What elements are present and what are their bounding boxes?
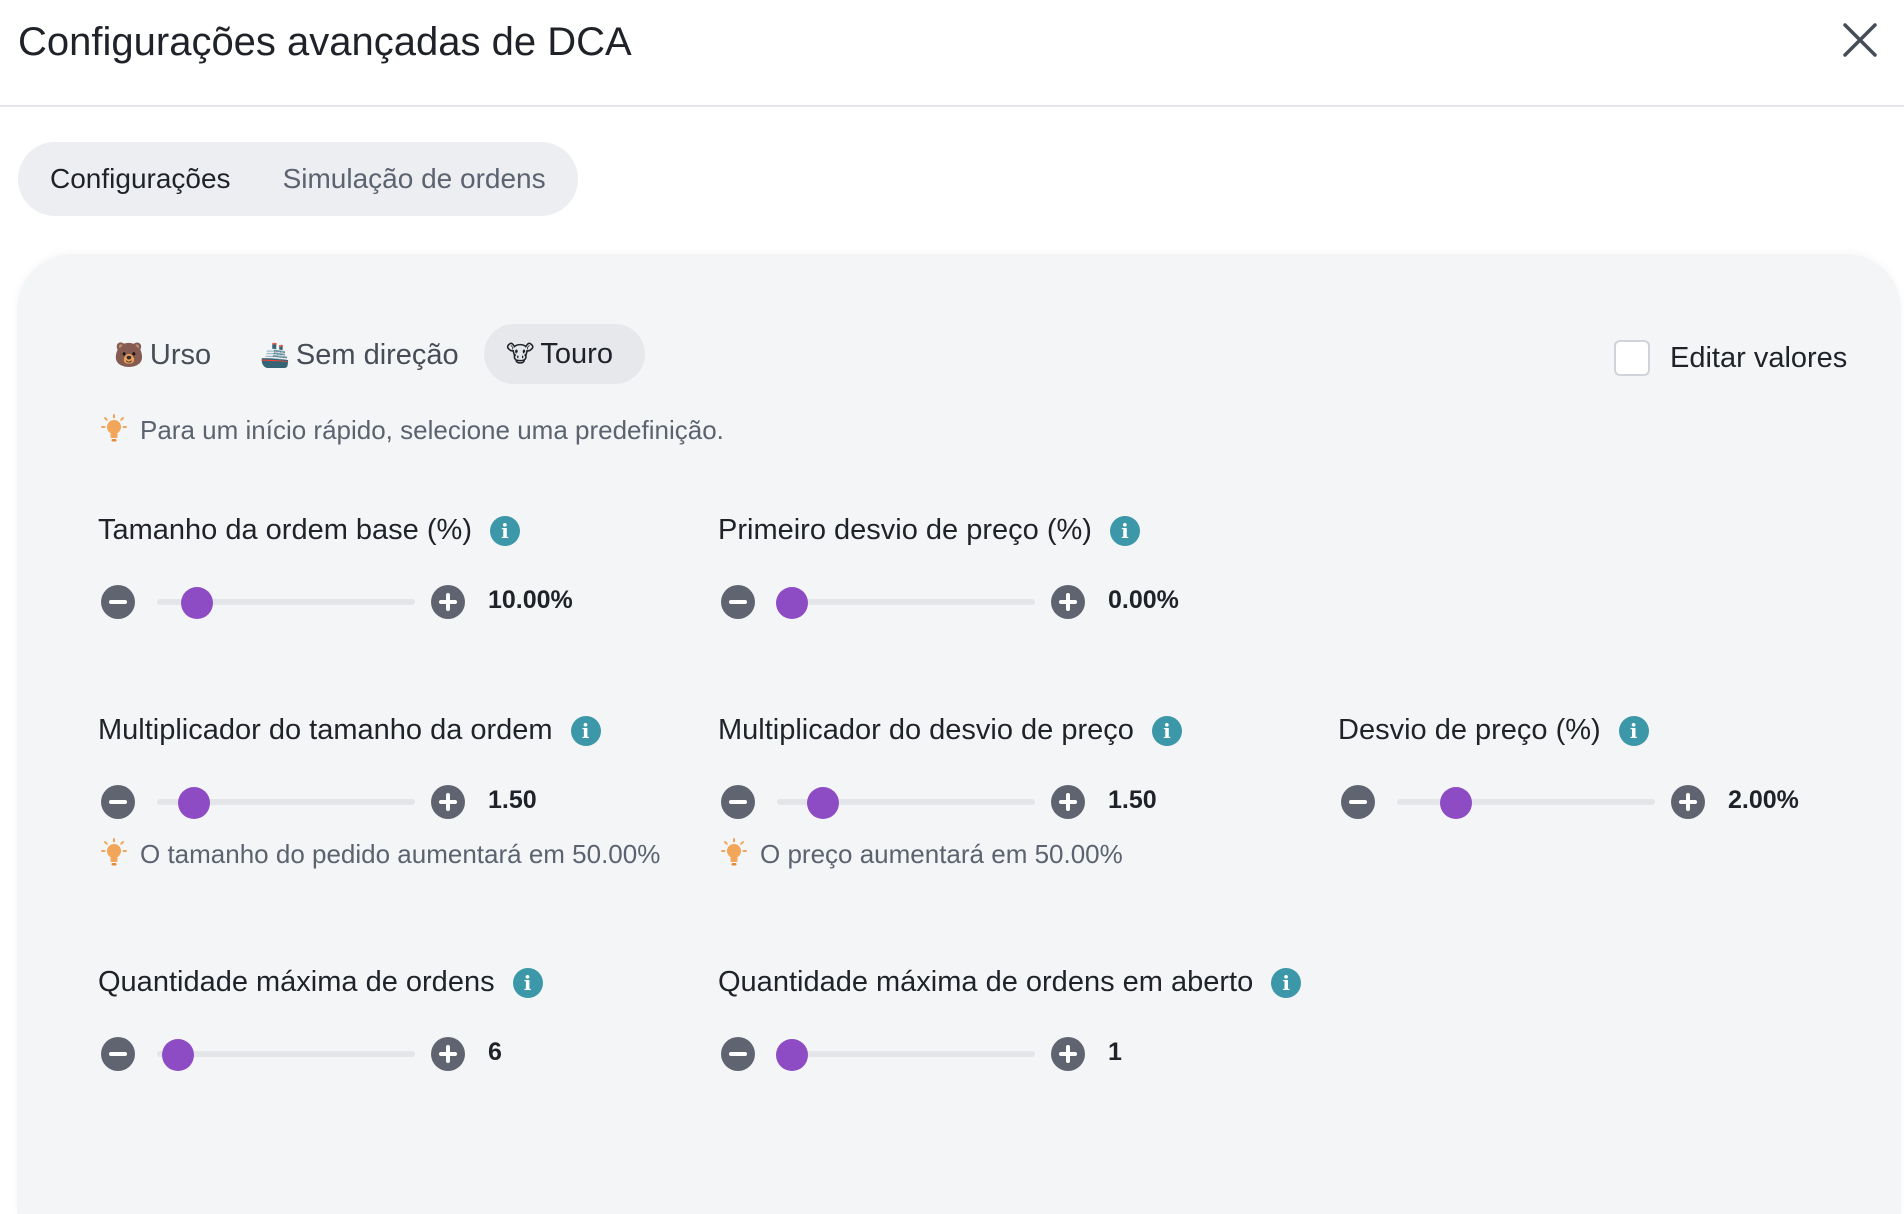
hint-text: O preço aumentará em 50.00% (760, 838, 1123, 869)
field-label-base-order-size: Tamanho da ordem base (%) i (98, 514, 520, 547)
hint-text: O tamanho do pedido aumentará em 50.00% (140, 838, 661, 869)
increment-button[interactable] (431, 585, 465, 619)
bear-icon: 🐻 (114, 341, 144, 369)
slider-max-orders: 6 (101, 1034, 581, 1074)
modal-title: Configurações avançadas de DCA (18, 20, 632, 64)
slider-track[interactable] (777, 787, 1035, 819)
preset-sem-direcao[interactable]: 🚢 Sem direção (260, 325, 459, 385)
info-icon[interactable]: i (1151, 715, 1182, 746)
info-icon[interactable]: i (512, 967, 543, 998)
label-text: Multiplicador do desvio de preço (718, 714, 1134, 746)
slider-thumb[interactable] (161, 1039, 194, 1071)
slider-value: 0.00% (1108, 586, 1179, 614)
cow-icon: 🐮 (506, 340, 535, 368)
slider-thumb[interactable] (776, 587, 809, 619)
slider-track[interactable] (157, 1039, 415, 1071)
slider-track[interactable] (776, 1039, 1035, 1071)
tab-configuracoes[interactable]: Configurações (50, 163, 231, 194)
quick-start-hint: Para um início rápido, selecione uma pre… (98, 414, 724, 446)
tab-bar: Configurações Simulação de ordens (18, 142, 578, 216)
increment-button[interactable] (1051, 1037, 1085, 1071)
label-text: Multiplicador do tamanho da ordem (98, 714, 553, 746)
slider-value: 6 (488, 1038, 502, 1066)
decrement-button[interactable] (101, 785, 135, 819)
order-size-hint: O tamanho do pedido aumentará em 50.00% (98, 838, 660, 870)
slider-first-price-deviation: 0.00% (721, 582, 1201, 622)
decrement-button[interactable] (1341, 785, 1375, 819)
info-icon[interactable]: i (1271, 967, 1302, 998)
slider-value: 1 (1108, 1038, 1122, 1066)
field-label-order-size-multiplier: Multiplicador do tamanho da ordem i (98, 714, 601, 747)
edit-values-label: Editar valores (1670, 341, 1848, 374)
edit-values-toggle[interactable]: Editar valores (1614, 340, 1847, 376)
info-icon[interactable]: i (570, 715, 601, 746)
info-icon[interactable]: i (1109, 515, 1140, 546)
decrement-button[interactable] (721, 785, 755, 819)
tab-simulacao-de-ordens[interactable]: Simulação de ordens (282, 163, 546, 194)
info-icon[interactable]: i (1618, 715, 1649, 746)
field-label-price-deviation: Desvio de preço (%) i (1338, 714, 1649, 747)
lightbulb-icon (101, 414, 127, 442)
field-label-first-price-deviation: Primeiro desvio de preço (%) i (718, 514, 1140, 547)
label-text: Primeiro desvio de preço (%) (718, 514, 1092, 546)
slider-value: 1.50 (488, 786, 537, 814)
close-icon (1843, 23, 1877, 57)
slider-track[interactable] (157, 787, 415, 819)
label-text: Quantidade máxima de ordens em aberto (718, 966, 1254, 998)
slider-value: 2.00% (1728, 786, 1799, 814)
decrement-button[interactable] (101, 585, 135, 619)
lightbulb-icon (721, 838, 747, 866)
slider-track[interactable] (776, 587, 1035, 619)
modal-header: Configurações avançadas de DCA (0, 0, 1904, 107)
field-label-max-open-orders: Quantidade máxima de ordens em aberto i (718, 966, 1302, 999)
slider-track[interactable] (157, 587, 415, 619)
slider-base-order-size: 10.00% (101, 582, 581, 622)
decrement-button[interactable] (101, 1037, 135, 1071)
price-hint: O preço aumentará em 50.00% (718, 838, 1123, 870)
increment-button[interactable] (431, 785, 465, 819)
slider-thumb[interactable] (807, 787, 840, 819)
slider-price-deviation: 2.00% (1341, 782, 1821, 822)
preset-label: Touro (540, 337, 613, 370)
label-text: Desvio de preço (%) (1338, 714, 1601, 746)
decrement-button[interactable] (721, 1037, 755, 1071)
ship-icon: 🚢 (260, 341, 290, 369)
close-button[interactable] (1836, 16, 1884, 64)
preset-label: Urso (149, 338, 212, 371)
slider-track[interactable] (1397, 787, 1655, 819)
label-text: Tamanho da ordem base (%) (98, 514, 472, 546)
slider-thumb[interactable] (178, 787, 211, 819)
slider-order-size-multiplier: 1.50 (101, 782, 581, 822)
info-icon[interactable]: i (489, 515, 520, 546)
slider-price-deviation-multiplier: 1.50 (721, 782, 1201, 822)
increment-button[interactable] (1671, 785, 1705, 819)
increment-button[interactable] (1051, 585, 1085, 619)
slider-max-open-orders: 1 (721, 1034, 1201, 1074)
slider-value: 10.00% (488, 586, 573, 614)
field-label-price-deviation-multiplier: Multiplicador do desvio de preço i (718, 714, 1182, 747)
field-label-max-orders: Quantidade máxima de ordens i (98, 966, 543, 999)
lightbulb-icon (101, 838, 127, 866)
edit-values-checkbox[interactable] (1614, 340, 1650, 376)
increment-button[interactable] (431, 1037, 465, 1071)
slider-thumb[interactable] (180, 587, 213, 619)
slider-value: 1.50 (1108, 786, 1157, 814)
slider-thumb[interactable] (1440, 787, 1473, 819)
preset-touro[interactable]: 🐮 Touro (484, 324, 645, 384)
preset-urso[interactable]: 🐻 Urso (114, 325, 211, 385)
decrement-button[interactable] (721, 585, 755, 619)
increment-button[interactable] (1051, 785, 1085, 819)
label-text: Quantidade máxima de ordens (98, 966, 495, 998)
preset-label: Sem direção (295, 338, 459, 371)
hint-text: Para um início rápido, selecione uma pre… (140, 414, 724, 445)
slider-thumb[interactable] (776, 1039, 809, 1071)
